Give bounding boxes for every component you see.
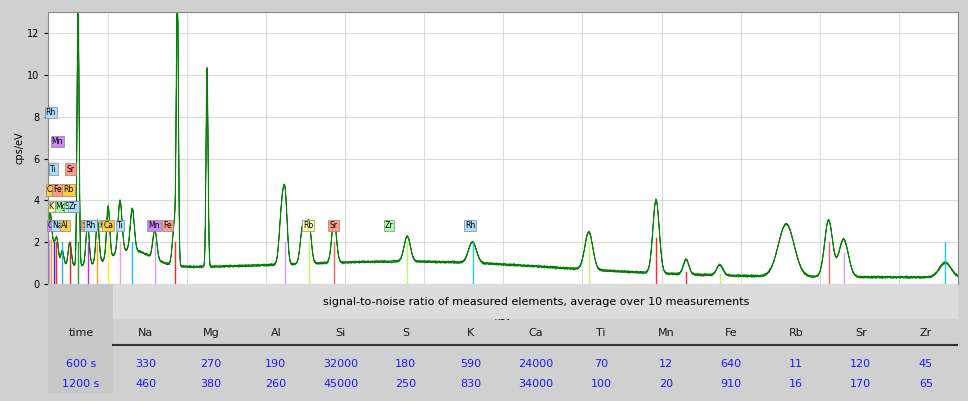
FancyBboxPatch shape (113, 284, 958, 319)
Text: Ti: Ti (117, 221, 123, 230)
Text: Fe: Fe (724, 328, 738, 338)
Text: Si: Si (65, 202, 72, 211)
Text: Mn: Mn (148, 221, 160, 230)
Text: 250: 250 (395, 379, 416, 389)
Text: S: S (403, 328, 409, 338)
Text: 45: 45 (919, 358, 933, 369)
Text: K: K (468, 328, 474, 338)
Text: 330: 330 (136, 358, 157, 369)
Text: Mg: Mg (202, 328, 220, 338)
Text: Ca: Ca (47, 185, 57, 194)
Text: Rb: Rb (303, 221, 313, 230)
Text: Rb: Rb (64, 185, 74, 194)
Text: 100: 100 (590, 379, 612, 389)
Text: 640: 640 (720, 358, 741, 369)
Text: Mg: Mg (56, 202, 67, 211)
Text: Sr: Sr (855, 328, 866, 338)
Text: Ti: Ti (50, 164, 57, 174)
Text: 180: 180 (395, 358, 416, 369)
Text: 270: 270 (200, 358, 222, 369)
Text: 380: 380 (200, 379, 222, 389)
Text: Ca: Ca (529, 328, 543, 338)
Text: Zr: Zr (384, 221, 393, 230)
Text: keV: keV (495, 312, 512, 322)
Text: 20: 20 (659, 379, 673, 389)
Text: 24000: 24000 (518, 358, 554, 369)
Y-axis label: cps/eV: cps/eV (15, 132, 24, 164)
FancyBboxPatch shape (48, 284, 113, 393)
Text: K: K (48, 202, 53, 211)
Text: Sr: Sr (67, 164, 75, 174)
Text: 11: 11 (789, 358, 802, 369)
Text: Al: Al (270, 328, 282, 338)
Text: Ca: Ca (104, 221, 113, 230)
Text: 45000: 45000 (323, 379, 358, 389)
Text: Ti: Ti (596, 328, 606, 338)
Text: 170: 170 (850, 379, 871, 389)
Text: 590: 590 (461, 358, 481, 369)
Text: 910: 910 (720, 379, 741, 389)
Text: Zr: Zr (920, 328, 932, 338)
Text: 190: 190 (265, 358, 287, 369)
Text: signal-to-noise ratio of measured elements, average over 10 measurements: signal-to-noise ratio of measured elemen… (322, 297, 749, 306)
Text: 460: 460 (136, 379, 157, 389)
Text: K: K (100, 221, 105, 230)
Text: Mn: Mn (657, 328, 675, 338)
Text: 16: 16 (789, 379, 802, 389)
Text: Al: Al (61, 221, 69, 230)
Text: S: S (82, 221, 87, 230)
Text: 1200 s: 1200 s (62, 379, 100, 389)
Text: 70: 70 (593, 358, 608, 369)
Text: 120: 120 (850, 358, 871, 369)
Text: Na: Na (52, 221, 63, 230)
Text: Rh: Rh (85, 221, 96, 230)
Text: 34000: 34000 (518, 379, 554, 389)
Text: Si: Si (336, 328, 346, 338)
Text: 65: 65 (919, 379, 933, 389)
Text: 830: 830 (461, 379, 481, 389)
Text: Sr: Sr (330, 221, 338, 230)
Text: Rb: Rb (789, 328, 803, 338)
Text: Na: Na (138, 328, 154, 338)
Text: 260: 260 (265, 379, 287, 389)
Text: Zr: Zr (69, 202, 77, 211)
Text: Rh: Rh (465, 221, 475, 230)
Text: Fe: Fe (53, 185, 62, 194)
Text: Rh: Rh (45, 108, 56, 117)
Text: time: time (69, 328, 94, 338)
Text: 12: 12 (659, 358, 673, 369)
Text: 32000: 32000 (323, 358, 358, 369)
Text: Mn: Mn (51, 137, 63, 146)
Text: O: O (47, 221, 53, 230)
Text: Fe: Fe (164, 221, 171, 230)
Text: 600 s: 600 s (66, 358, 96, 369)
